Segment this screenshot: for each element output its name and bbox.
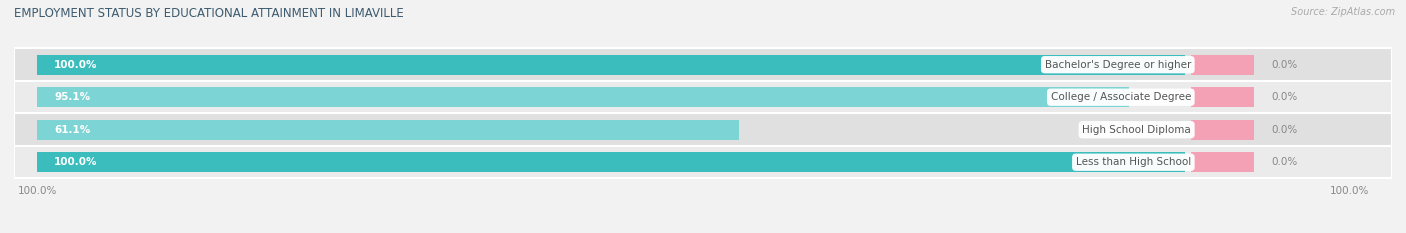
Text: 95.1%: 95.1% (55, 92, 90, 102)
Bar (1191, 152, 1254, 172)
Text: College / Associate Degree: College / Associate Degree (1050, 92, 1191, 102)
Bar (37, 120, 738, 140)
Text: EMPLOYMENT STATUS BY EDUCATIONAL ATTAINMENT IN LIMAVILLE: EMPLOYMENT STATUS BY EDUCATIONAL ATTAINM… (14, 7, 404, 20)
Text: 100.0%: 100.0% (55, 60, 98, 70)
Text: 100.0%: 100.0% (55, 157, 98, 167)
Bar (14, 48, 1392, 81)
Bar (1191, 55, 1254, 75)
Bar (1191, 120, 1254, 140)
Text: Bachelor's Degree or higher: Bachelor's Degree or higher (1045, 60, 1191, 70)
Bar (14, 113, 1392, 146)
Text: 0.0%: 0.0% (1271, 157, 1298, 167)
Text: High School Diploma: High School Diploma (1083, 125, 1191, 135)
Bar (14, 81, 1392, 113)
Bar (37, 87, 1129, 107)
Bar (37, 55, 1185, 75)
Text: 0.0%: 0.0% (1271, 92, 1298, 102)
Bar (37, 152, 1185, 172)
Text: Source: ZipAtlas.com: Source: ZipAtlas.com (1291, 7, 1395, 17)
Text: 100.0%: 100.0% (1330, 186, 1369, 196)
Text: 0.0%: 0.0% (1271, 125, 1298, 135)
Text: 0.0%: 0.0% (1271, 60, 1298, 70)
Text: 61.1%: 61.1% (55, 125, 90, 135)
Bar (1191, 87, 1254, 107)
Text: Less than High School: Less than High School (1076, 157, 1191, 167)
Bar (14, 146, 1392, 178)
Text: 100.0%: 100.0% (17, 186, 56, 196)
